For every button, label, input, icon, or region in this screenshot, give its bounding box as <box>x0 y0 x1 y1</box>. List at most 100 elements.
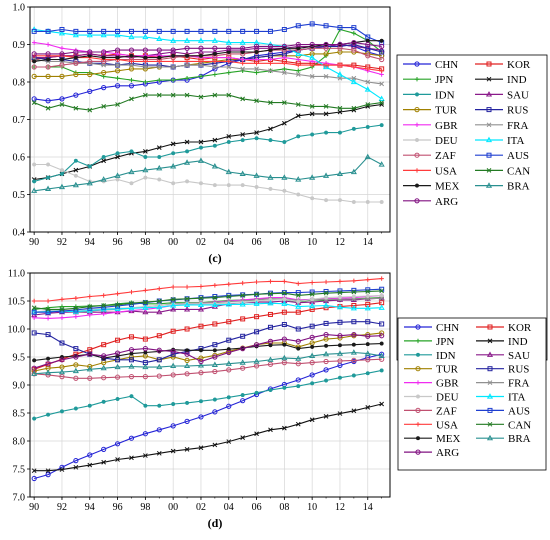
data-point-kor <box>295 309 301 315</box>
data-point-chn <box>31 96 37 102</box>
data-point-idn <box>379 123 384 128</box>
data-point-chn <box>59 96 65 102</box>
legend-marker-sau <box>486 351 494 357</box>
data-point-bra <box>114 363 121 370</box>
data-point-ind <box>87 462 93 468</box>
x-tick-label: 94 <box>85 502 95 513</box>
data-point-idn <box>115 396 120 402</box>
data-point-arg <box>337 41 343 48</box>
data-point-zaf <box>337 358 343 364</box>
data-point-arg <box>253 342 260 348</box>
data-point-usa <box>212 59 218 64</box>
data-point-sau <box>142 308 149 315</box>
data-point-rus <box>254 329 260 335</box>
x-tick-label: 90 <box>29 237 39 248</box>
data-point-bra <box>225 360 232 366</box>
data-point-mex <box>296 346 301 351</box>
data-point-usa <box>73 296 79 301</box>
data-point-zaf <box>87 375 93 381</box>
data-point-chn <box>323 367 329 373</box>
legend-label-arg: ARG <box>435 196 458 208</box>
data-point-fra <box>379 81 385 87</box>
data-point-arg <box>323 41 329 48</box>
legend-label-rus: RUS <box>507 105 528 117</box>
legend-label-gbr: GBR <box>436 378 459 390</box>
data-point-ind <box>254 431 259 437</box>
data-point-chn <box>128 435 135 441</box>
data-point-rus <box>59 340 65 346</box>
data-point-mex <box>171 53 176 58</box>
data-point-deu <box>282 188 287 193</box>
data-point-idn <box>101 399 106 404</box>
data-point-aus <box>323 23 329 29</box>
data-point-bra <box>239 170 246 176</box>
data-point-can <box>101 104 107 109</box>
data-point-tur <box>73 71 79 78</box>
data-point-arg <box>170 47 176 53</box>
panel-d: 7.0 7.5 8.0 8.5 9.0 9.5 10.0 10.5 11.0 90 92 94 96 98… <box>8 269 547 530</box>
legend-label-rus: RUS <box>508 364 529 376</box>
data-point-bra <box>336 170 344 176</box>
data-point-can <box>379 288 385 294</box>
data-point-arg <box>59 357 65 363</box>
data-point-fra <box>170 64 176 70</box>
data-point-ind <box>73 464 79 470</box>
data-point-ind <box>143 149 148 154</box>
data-point-mex <box>101 55 106 60</box>
data-point-kor <box>198 323 204 329</box>
data-point-kor <box>115 337 121 343</box>
data-point-usa <box>31 298 37 304</box>
legend-label-deu: DEU <box>436 392 459 404</box>
data-point-zaf <box>184 371 190 377</box>
data-point-idn <box>198 399 204 404</box>
data-point-deu <box>310 297 315 302</box>
data-point-deu <box>379 293 384 298</box>
data-point-usa <box>282 61 287 66</box>
legend-label-chn: CHN <box>435 59 458 71</box>
legend-marker-ind <box>486 76 492 82</box>
data-point-zaf <box>170 372 176 378</box>
data-point-idn <box>282 385 287 390</box>
data-point-can <box>59 102 65 107</box>
data-point-arg <box>240 346 246 352</box>
data-point-zaf <box>59 62 65 68</box>
data-point-zaf <box>73 375 79 381</box>
data-point-arg <box>114 47 121 53</box>
data-point-zaf <box>128 374 135 380</box>
y-tick-label: 9.5 <box>13 353 26 364</box>
data-point-kor <box>240 316 246 322</box>
legend-label-usa: USA <box>435 165 457 177</box>
data-point-bra <box>211 361 218 367</box>
data-point-mex <box>129 53 134 58</box>
legend-marker-deu <box>415 394 421 399</box>
data-point-zaf <box>59 374 65 380</box>
data-point-tur <box>45 73 51 79</box>
data-point-bra <box>295 176 302 182</box>
data-point-rus <box>156 357 162 363</box>
data-point-jpn <box>212 72 218 77</box>
series-line-bra <box>34 351 382 375</box>
data-point-can <box>309 291 315 297</box>
series-line-fra <box>34 58 382 85</box>
data-point-gbr <box>87 312 92 318</box>
legend-marker-arg <box>414 198 420 204</box>
data-point-zaf <box>226 367 232 373</box>
data-point-chn <box>295 377 301 383</box>
data-point-bra <box>378 352 385 358</box>
data-point-mex <box>212 51 217 56</box>
data-point-ind <box>323 111 329 117</box>
data-point-bra <box>58 183 66 190</box>
data-point-gbr <box>59 315 65 320</box>
data-point-chn <box>184 418 190 424</box>
x-tick-label: 10 <box>307 502 317 513</box>
data-point-aus <box>254 28 260 34</box>
data-point-deu <box>324 198 329 203</box>
data-point-idn <box>226 139 231 145</box>
data-point-ind <box>295 421 301 427</box>
data-point-chn <box>87 88 93 94</box>
data-point-deu <box>379 199 384 205</box>
x-tick-label: 04 <box>224 502 234 513</box>
data-point-ind <box>309 111 315 117</box>
data-point-idn <box>73 406 78 411</box>
data-point-arg <box>281 43 287 49</box>
